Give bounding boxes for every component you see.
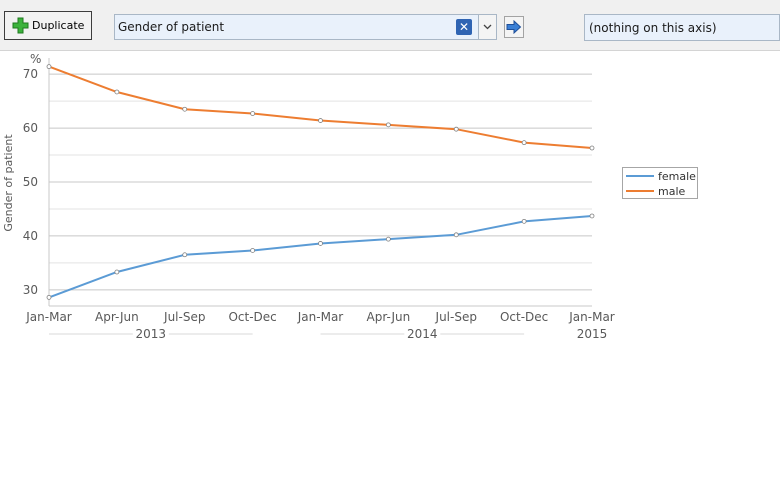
toolbar: Duplicate Gender of patient ✕ (nothing o… — [0, 0, 780, 51]
data-point-female — [453, 232, 459, 238]
data-point-male — [521, 140, 527, 146]
data-point-male — [318, 118, 323, 123]
x-tick-label: Jul-Sep — [435, 310, 477, 324]
axis-field-value: (nothing on this axis) — [589, 21, 717, 35]
legend-item-male: male — [626, 184, 685, 198]
data-point-male — [182, 106, 188, 112]
plus-icon — [12, 17, 29, 34]
x-tick-label: Oct-Dec — [500, 310, 548, 324]
legend-label-female: female — [658, 169, 696, 183]
legend: female male — [622, 167, 698, 199]
x-tick-label: Apr-Jun — [95, 310, 139, 324]
data-point-female — [385, 236, 391, 242]
variable-select-value: Gender of patient — [118, 20, 225, 34]
legend-label-male: male — [658, 184, 686, 198]
x-tick-label: Jan-Mar — [297, 310, 344, 324]
data-point-male — [589, 145, 595, 151]
series-line-male — [48, 65, 593, 149]
y-tick-label: 60 — [23, 121, 38, 135]
y-axis-title: Gender of patient — [2, 134, 15, 232]
legend-item-female: female — [626, 169, 696, 183]
legend-swatch-female — [626, 175, 654, 177]
y-tick-label: 30 — [23, 283, 38, 297]
variable-select[interactable]: Gender of patient ✕ — [114, 14, 497, 40]
y-unit-label: % — [30, 52, 41, 66]
clear-icon[interactable]: ✕ — [456, 19, 472, 35]
data-point-female — [182, 252, 188, 258]
x-tick-label: Oct-Dec — [228, 310, 276, 324]
axis-field[interactable]: (nothing on this axis) — [584, 14, 780, 41]
year-label: 2014 — [407, 327, 438, 341]
x-tick-label: Apr-Jun — [367, 310, 411, 324]
apply-arrow-button[interactable] — [504, 16, 524, 38]
x-tick-label: Jan-Mar — [25, 310, 72, 324]
data-point-male — [453, 126, 459, 132]
data-point-female — [589, 213, 595, 219]
data-point-male — [114, 89, 120, 95]
data-point-female — [318, 241, 323, 246]
data-point-female — [521, 218, 527, 224]
y-tick-label: 40 — [23, 229, 38, 243]
data-point-female — [46, 294, 52, 300]
y-tick-label: 50 — [23, 175, 38, 189]
data-point-male — [46, 64, 52, 70]
legend-swatch-male — [626, 190, 654, 192]
y-tick-label: 70 — [23, 67, 38, 81]
duplicate-label: Duplicate — [32, 19, 85, 32]
data-point-male — [385, 122, 391, 128]
data-point-female — [114, 269, 120, 275]
year-label: 2013 — [136, 327, 167, 341]
duplicate-button[interactable]: Duplicate — [4, 11, 92, 40]
chevron-down-icon[interactable] — [478, 15, 496, 39]
x-tick-label: Jul-Sep — [163, 310, 205, 324]
data-point-female — [250, 248, 256, 253]
arrow-right-icon — [506, 20, 522, 34]
year-label: 2015 — [577, 327, 608, 341]
series-line-female — [48, 215, 593, 299]
x-tick-label: Jan-Mar — [568, 310, 615, 324]
data-point-male — [250, 111, 256, 116]
